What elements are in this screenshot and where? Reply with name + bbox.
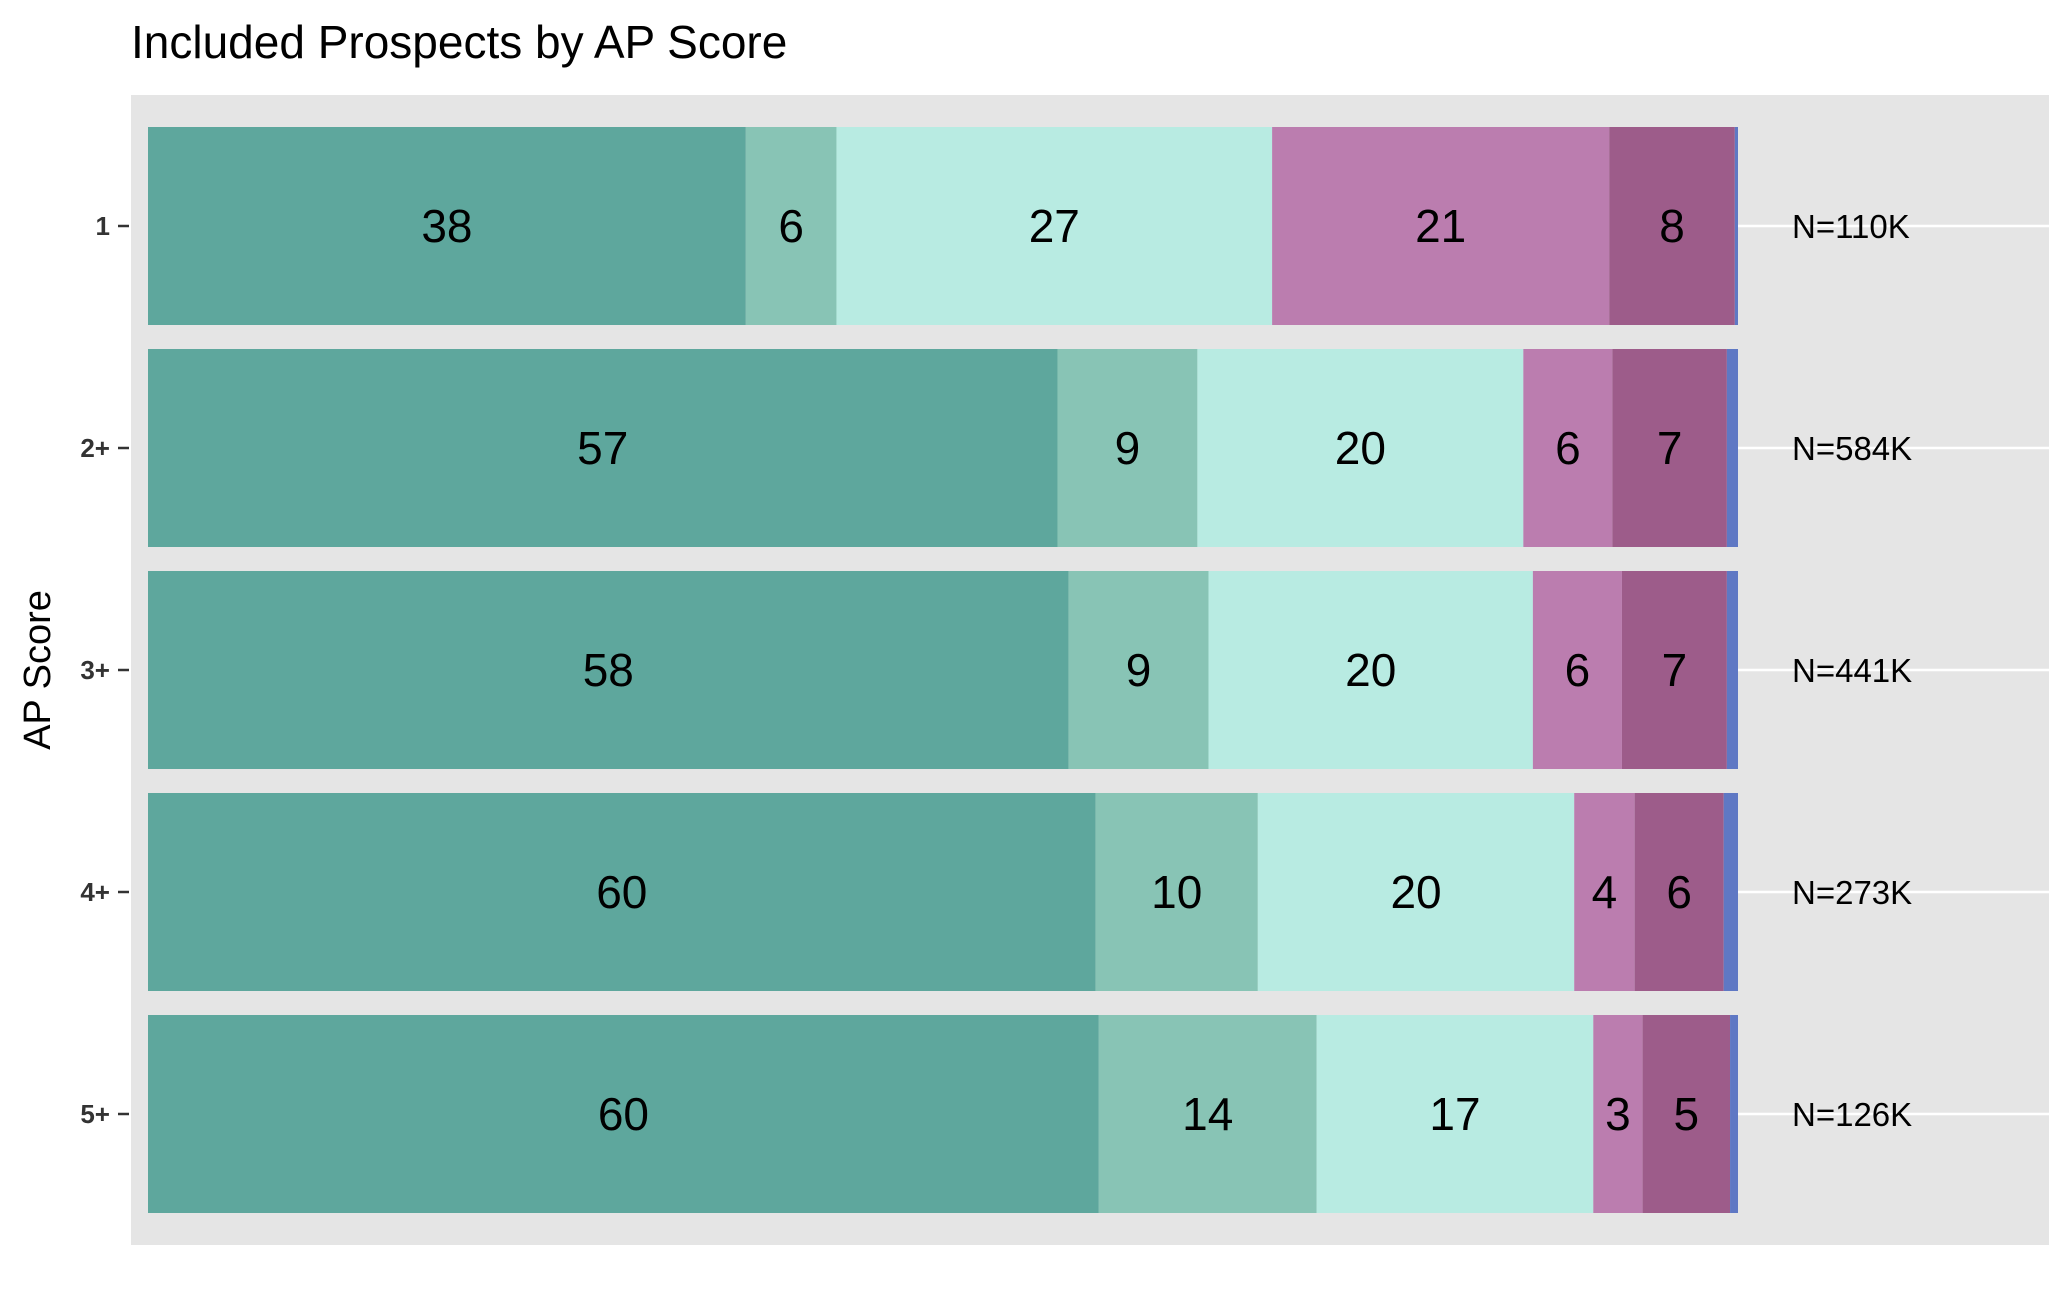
bar-segment-category-5-plus-s6	[1730, 1015, 1738, 1213]
bar-segment-category-3-plus-s4	[1532, 571, 1622, 769]
data-label-category-4-plus-s5: 6	[1666, 866, 1692, 918]
bar-segment-category-2-plus-s2	[1057, 349, 1198, 547]
data-label-category-3-plus-s3: 20	[1345, 644, 1396, 696]
y-tick-label-category-1: 1	[96, 211, 110, 241]
data-label-category-3-plus-s5: 7	[1662, 644, 1688, 696]
data-label-category-1-s2: 6	[778, 200, 804, 252]
bars	[148, 127, 1738, 1213]
data-label-category-4-plus-s2: 10	[1151, 866, 1202, 918]
data-label-category-2-plus-s5: 7	[1657, 422, 1683, 474]
data-label-category-4-plus-s1: 60	[596, 866, 647, 918]
bar-segment-category-2-plus-s5	[1612, 349, 1727, 547]
bar-segment-category-3-plus-s1	[148, 571, 1069, 769]
data-label-category-3-plus-s4: 6	[1565, 644, 1591, 696]
bar-segment-category-3-plus-s5	[1621, 571, 1727, 769]
data-label-category-3-plus-s1: 58	[583, 644, 634, 696]
bar-segment-category-1-s4	[1272, 127, 1610, 325]
bar-segment-category-5-plus-s5	[1642, 1015, 1731, 1213]
y-tick-label-category-5-plus: 5+	[80, 1099, 110, 1129]
n-label-category-3-plus: N=441K	[1792, 652, 1912, 689]
bar-segment-category-3-plus-s3	[1208, 571, 1533, 769]
bar-segment-category-4-plus-s3	[1257, 793, 1575, 991]
bar-segment-category-4-plus-s6	[1723, 793, 1738, 991]
data-label-category-1-s1: 38	[421, 200, 472, 252]
bar-segment-category-2-plus-s3	[1197, 349, 1524, 547]
bar-segment-category-5-plus-s2	[1098, 1015, 1317, 1213]
data-label-category-1-s4: 21	[1415, 200, 1466, 252]
data-label-category-1-s5: 8	[1659, 200, 1685, 252]
bar-segment-category-5-plus-s1	[148, 1015, 1099, 1213]
data-label-category-2-plus-s3: 20	[1335, 422, 1386, 474]
data-label-category-1-s3: 27	[1029, 200, 1080, 252]
y-tick-label-category-4-plus: 4+	[80, 877, 110, 907]
bar-segment-category-4-plus-s1	[148, 793, 1096, 991]
data-label-category-2-plus-s1: 57	[577, 422, 628, 474]
bar-segment-category-5-plus-s3	[1316, 1015, 1594, 1213]
y-tick-label-category-2-plus: 2+	[80, 433, 110, 463]
data-label-category-5-plus-s5: 5	[1674, 1088, 1700, 1140]
bar-segment-category-4-plus-s2	[1095, 793, 1258, 991]
value-labels: 38 6 27 21 857 9 20 6 758 9 20 6 760 10 20 4 660 14 17 3 5	[421, 200, 1699, 1140]
data-label-category-3-plus-s2: 9	[1126, 644, 1152, 696]
chart-title: Included Prospects by AP Score	[131, 16, 787, 68]
data-label-category-5-plus-s2: 14	[1182, 1088, 1233, 1140]
bar-segment-category-2-plus-s6	[1726, 349, 1738, 547]
y-tick-label-category-3-plus: 3+	[80, 655, 110, 685]
bar-segment-category-2-plus-s1	[148, 349, 1058, 547]
bar-segment-category-1-s3	[836, 127, 1273, 325]
n-label-category-1: N=110K	[1792, 208, 1910, 245]
data-label-category-5-plus-s1: 60	[598, 1088, 649, 1140]
gridlines	[1738, 224, 2049, 1116]
n-labels: N=110K N=584K N=441K N=273K N=126K	[1792, 208, 1912, 1133]
n-label-category-2-plus: N=584K	[1792, 430, 1912, 467]
data-label-category-2-plus-s4: 6	[1555, 422, 1581, 474]
n-label-category-4-plus: N=273K	[1792, 874, 1912, 911]
bar-segment-category-3-plus-s6	[1726, 571, 1738, 769]
y-axis-title: AP Score	[17, 590, 59, 750]
bar-segment-category-1-s6	[1734, 127, 1738, 325]
bar-segment-category-5-plus-s4	[1593, 1015, 1643, 1213]
data-label-category-5-plus-s3: 17	[1429, 1088, 1480, 1140]
data-label-category-5-plus-s4: 3	[1605, 1088, 1631, 1140]
bar-segment-category-4-plus-s4	[1574, 793, 1635, 991]
data-label-category-2-plus-s2: 9	[1115, 422, 1141, 474]
n-label-category-5-plus: N=126K	[1792, 1096, 1912, 1133]
y-axis: 1 2+ 3+ 4+ 5+	[80, 211, 129, 1129]
bar-segment-category-1-s5	[1609, 127, 1735, 325]
data-label-category-4-plus-s4: 4	[1592, 866, 1618, 918]
bar-segment-category-1-s2	[745, 127, 837, 325]
bar-segment-category-3-plus-s2	[1068, 571, 1209, 769]
data-label-category-4-plus-s3: 20	[1390, 866, 1441, 918]
bar-segment-category-1-s1	[148, 127, 746, 325]
bar-segment-category-4-plus-s5	[1634, 793, 1724, 991]
bar-segment-category-2-plus-s4	[1523, 349, 1613, 547]
